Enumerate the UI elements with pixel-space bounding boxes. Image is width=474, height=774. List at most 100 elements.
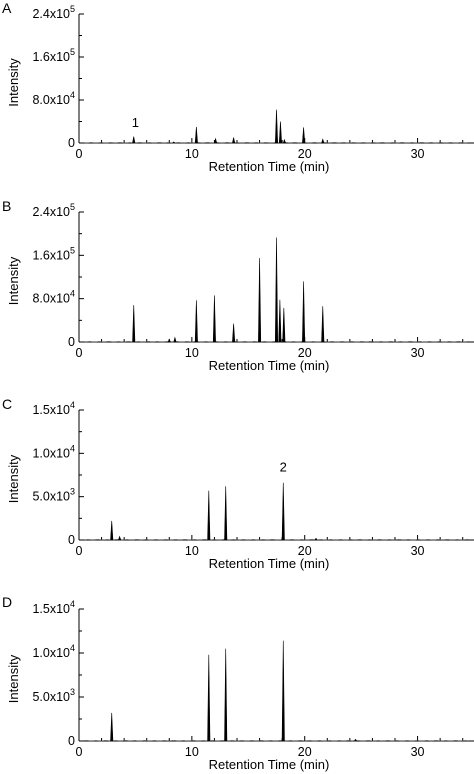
chromatogram-peak: [274, 109, 279, 144]
chromatogram-peak: [232, 323, 236, 343]
y-tick-exponent: 4: [70, 289, 75, 299]
y-tick-base: 8.0x10: [32, 93, 70, 107]
y-tick-base: 5.0x10: [32, 490, 70, 504]
chromatogram-peak: [278, 121, 282, 144]
y-tick-label: 1.5x104: [32, 599, 75, 616]
chromatogram-peak: [132, 136, 136, 144]
y-axis-title: Intensity: [6, 454, 21, 503]
x-axis-title: Retention Time (min): [209, 757, 330, 772]
y-tick-label: 1.0x104: [32, 643, 75, 660]
x-tick-label: 10: [185, 745, 199, 759]
peak-annotation: 2: [280, 460, 287, 475]
chromatogram-peak: [314, 537, 318, 541]
y-tick-exponent: 4: [70, 643, 75, 653]
y-tick-base: 0: [68, 335, 75, 349]
x-tick-label: 30: [411, 745, 425, 759]
chromatogram-peak: [224, 648, 228, 742]
y-tick-label: 0: [68, 734, 75, 748]
y-tick-base: 1.5x10: [32, 403, 70, 417]
x-tick-label: 0: [76, 147, 83, 161]
x-axis-title: Retention Time (min): [209, 159, 330, 174]
chromatogram-peak: [173, 336, 177, 343]
y-tick-label: 1.5x104: [32, 400, 75, 417]
baseline-trace: [84, 740, 469, 742]
y-tick-exponent: 4: [70, 599, 75, 609]
y-tick-base: 1.5x10: [32, 602, 70, 616]
y-tick-base: 5.0x10: [32, 690, 70, 704]
chromatogram-peak: [167, 338, 171, 343]
y-tick-base: 8.0x10: [32, 292, 70, 306]
y-axis-title: Intensity: [6, 58, 21, 107]
y-tick-label: 0: [68, 136, 75, 150]
chromatogram-peak: [258, 258, 262, 343]
chromatogram-peak: [321, 306, 325, 343]
chromatogram-peak: [282, 138, 287, 144]
y-tick-label: 1.0x104: [32, 443, 75, 460]
chromatogram-peak: [281, 640, 285, 742]
y-axis-title: Intensity: [6, 654, 21, 703]
x-tick-label: 20: [298, 544, 312, 558]
y-tick-exponent: 4: [70, 443, 75, 453]
y-tick-exponent: 4: [70, 90, 75, 100]
chromatogram-peak: [321, 138, 325, 144]
y-tick-base: 1.0x10: [32, 446, 70, 460]
chromatogram-peak: [207, 654, 211, 742]
chromatogram-peak: [282, 307, 286, 343]
chromatogram-peak: [132, 305, 136, 343]
y-tick-base: 1.0x10: [32, 646, 70, 660]
x-tick-label: 30: [411, 346, 425, 360]
chromatogram-peak: [118, 535, 122, 541]
y-tick-exponent: 3: [70, 687, 75, 697]
y-axis-title: Intensity: [6, 256, 21, 305]
x-tick-label: 20: [298, 346, 312, 360]
y-tick-exponent: 5: [70, 4, 75, 14]
y-tick-label: 0: [68, 335, 75, 349]
y-tick-label: 1.6x105: [32, 47, 75, 64]
y-tick-exponent: 4: [70, 400, 75, 410]
chromatogram-peak: [232, 137, 236, 144]
y-tick-base: 0: [68, 734, 75, 748]
y-tick-label: 2.4x105: [32, 4, 75, 21]
chromatogram-peak: [171, 141, 176, 144]
y-tick-exponent: 5: [70, 202, 75, 212]
peak-annotation: 1: [132, 115, 139, 130]
y-tick-label: 1.6x105: [32, 245, 75, 262]
baseline-trace: [84, 539, 469, 541]
panel-label: B: [2, 198, 11, 214]
chromatogram-peak: [110, 520, 114, 541]
chromatogram-peak: [302, 127, 306, 144]
x-axis-title: Retention Time (min): [209, 358, 330, 373]
chromatogram-peak: [302, 281, 306, 343]
y-tick-label: 5.0x103: [32, 487, 75, 504]
chromatogram-peak: [194, 300, 198, 343]
x-tick-label: 30: [411, 147, 425, 161]
y-tick-base: 2.4x10: [32, 205, 70, 219]
chromatogram-peak: [213, 137, 218, 144]
panel-label: D: [2, 594, 12, 610]
chromatogram-peak: [194, 126, 198, 144]
x-tick-label: 0: [76, 745, 83, 759]
y-tick-label: 0: [68, 533, 75, 547]
panel-c: C0 10 20 3005.0x1031.0x1041.5x104Retention …: [2, 396, 474, 571]
y-tick-base: 2.4x10: [32, 7, 70, 21]
y-tick-label: 2.4x105: [32, 202, 75, 219]
panel-d: D0 10 20 3005.0x1031.0x1041.5x104Retention …: [2, 594, 474, 772]
y-tick-label: 8.0x104: [32, 289, 75, 306]
y-tick-label: 5.0x103: [32, 687, 75, 704]
chromatogram-peak: [353, 738, 358, 742]
y-tick-base: 0: [68, 533, 75, 547]
y-tick-exponent: 5: [70, 47, 75, 57]
x-tick-label: 20: [298, 745, 312, 759]
x-tick-label: 20: [298, 147, 312, 161]
chromatogram-peak: [110, 712, 114, 742]
chromatogram-peak: [281, 482, 285, 541]
x-tick-label: 10: [185, 147, 199, 161]
x-axis-title: Retention Time (min): [209, 556, 330, 571]
x-tick-label: 30: [411, 544, 425, 558]
chromatogram-peak: [278, 299, 282, 343]
y-tick-label: 8.0x104: [32, 90, 75, 107]
panel-b: B0 10 20 3008.0x1041.6x1052.4x105Retention …: [2, 198, 474, 373]
y-tick-exponent: 3: [70, 487, 75, 497]
panel-label: A: [2, 0, 12, 16]
